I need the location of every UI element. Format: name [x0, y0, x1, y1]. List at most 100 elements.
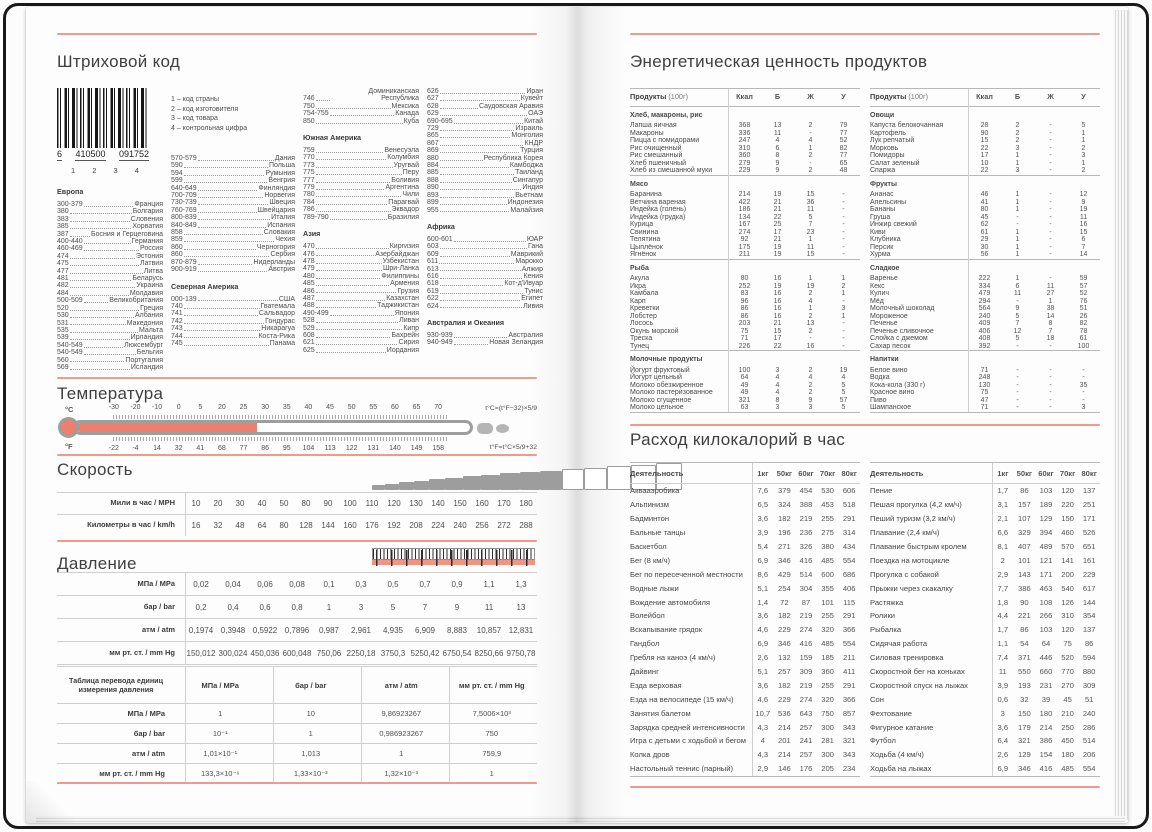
- table-row: Сидячая работа 1,1 54 64 75 86: [870, 637, 1100, 651]
- country-code: 760-769: [171, 206, 197, 214]
- table-row: Бальные танцы 3,9 196 236 275 314: [630, 526, 860, 540]
- country-name: Саудовская Аравия: [478, 102, 543, 110]
- value-cell: 8,1: [997, 542, 1009, 551]
- value-cell: 160: [343, 521, 357, 530]
- value-cell: 12: [1013, 327, 1022, 335]
- value-cell: 219: [799, 680, 813, 690]
- country-name: Доминиканская Республика: [368, 88, 419, 103]
- dotted-leader: [315, 336, 391, 338]
- table-row: Гандбол 6,9 346 416 485 554: [630, 637, 860, 651]
- code-row: 619 Тунис: [427, 288, 543, 295]
- food-name: Треска: [630, 335, 653, 342]
- value-cell: 200: [1061, 569, 1074, 579]
- food-name: Водка: [870, 374, 890, 381]
- value-cell: 234: [842, 764, 856, 774]
- food-name: Картофель: [870, 129, 906, 137]
- country-name: Норвегия: [264, 192, 295, 200]
- value-cell: 16: [773, 290, 782, 297]
- country-code: 930-939: [427, 331, 453, 339]
- value-cell: 22: [773, 213, 782, 221]
- value-cell: 257: [799, 722, 813, 732]
- dotted-leader: [439, 248, 527, 250]
- value-cell: 770: [1061, 667, 1074, 677]
- value-cell: 3: [1000, 708, 1005, 718]
- country-name: Израиль: [515, 125, 543, 133]
- section-divider: [57, 33, 537, 35]
- value-cell: -30: [108, 404, 119, 411]
- value-cell: 159: [799, 653, 813, 663]
- country-name: Узбекистан: [382, 257, 419, 265]
- code-row: 746 Доминиканская Республика: [303, 88, 419, 103]
- dotted-leader: [439, 129, 515, 131]
- legend-line: 3 – код товара: [171, 115, 218, 122]
- value-cell: 9: [775, 159, 780, 167]
- table-row: Гребля на каноэ (4 км/ч) 2,6 132 159 185 211: [630, 651, 860, 665]
- country-code: 625: [303, 346, 315, 354]
- dotted-leader: [197, 196, 264, 198]
- code-row: 560 Португалия: [57, 357, 163, 364]
- code-row: 880 Республика Корея: [427, 155, 543, 162]
- code-row: 520 Греция: [57, 305, 163, 312]
- value-cell: 16: [773, 305, 782, 312]
- value-cell: 1: [1081, 137, 1086, 144]
- activity-name: Фехтование: [870, 708, 912, 718]
- dotted-leader: [197, 271, 268, 272]
- country-code: 540-549: [57, 349, 83, 357]
- value-cell: 80: [740, 275, 749, 282]
- group-title: Сладкое: [870, 264, 900, 272]
- group-title: Напитки: [870, 356, 899, 363]
- value-cell: 120: [1061, 486, 1074, 496]
- value-cell: 411: [843, 667, 856, 677]
- table-row: Хлеб пшеничный 279 9 - 65: [630, 160, 860, 168]
- code-row: 385 Хорватия: [57, 223, 163, 230]
- value-cell: 50: [347, 404, 356, 411]
- value-cell: 219: [799, 514, 813, 524]
- value-cell: 30: [235, 499, 245, 508]
- value-cell: 7: [808, 221, 813, 228]
- table-row: Сон 0,6 32 39 45 51: [870, 692, 1100, 706]
- dotted-leader: [69, 279, 132, 281]
- value-cell: 4: [775, 389, 780, 396]
- value-cell: 108: [1039, 597, 1053, 607]
- value-cell: 141: [1061, 555, 1074, 565]
- code-row: 870-879 Нидерланды: [171, 259, 295, 266]
- activity-name: Аквааэробика: [630, 486, 680, 496]
- value-cell: -: [1049, 396, 1052, 404]
- value-cell: 16: [1079, 221, 1088, 228]
- code-row: 754-755 Канада: [303, 110, 419, 117]
- value-cell: -: [842, 335, 845, 342]
- food-name: Акула: [630, 275, 650, 282]
- table-row: Кулич 479 11 27 52: [870, 290, 1100, 298]
- food-name: Сахар песок: [870, 342, 911, 350]
- value-cell: 75: [1063, 639, 1072, 649]
- value-cell: 2,1: [997, 514, 1009, 524]
- code-row: 622 Египет: [427, 295, 543, 302]
- value-cell: 16: [773, 297, 782, 305]
- value-cell: 485: [821, 639, 834, 649]
- code-row: 786 Эквадор: [303, 206, 419, 213]
- value-cell: 9: [808, 396, 813, 404]
- value-cell: 518: [842, 500, 856, 510]
- activity-name: Пешая прогулка (4,2 км/ч): [870, 500, 962, 510]
- country-code: 786: [303, 206, 315, 214]
- value-cell: 453: [821, 500, 834, 510]
- value-cell: 9750,78: [506, 648, 536, 658]
- value-cell: 64: [740, 374, 749, 381]
- dotted-leader: [439, 166, 509, 168]
- country-name: Чили: [402, 191, 419, 199]
- value-cell: -: [1016, 404, 1019, 411]
- table-row: Варенье 222 1 - 59: [870, 275, 1100, 283]
- value-cell: 450,036: [250, 648, 280, 658]
- dotted-leader: [183, 315, 258, 317]
- code-row: 890 Индия: [427, 184, 543, 191]
- value-cell: 171: [1082, 514, 1096, 524]
- country-code-list: 570-579 Дания 590 Польша 594 Румыния 599 Венгри…: [171, 155, 295, 347]
- dotted-leader: [69, 220, 130, 222]
- country-code: 626: [427, 88, 439, 95]
- food-name: Лапша яичная: [630, 122, 677, 129]
- activity-name: Зарядка средней интенсивности: [630, 722, 745, 732]
- dotted-leader: [329, 218, 387, 220]
- value-cell: 11: [806, 243, 815, 251]
- value-cell: 19: [773, 282, 782, 290]
- value-cell: 18: [1046, 335, 1055, 342]
